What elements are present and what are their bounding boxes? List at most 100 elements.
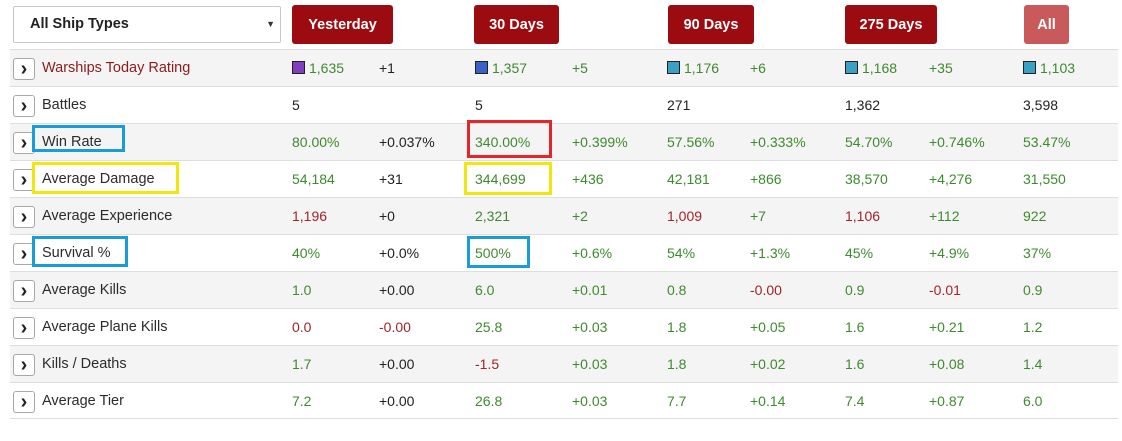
cell-text: 38,570 [845,171,888,187]
cell-275-days-change: +0.21 [929,309,964,346]
cell-text: +866 [750,171,782,187]
cell-30-days-value: 1,357 [475,50,527,87]
cell-275-days-change: +0.746% [929,124,985,161]
cell-text: 57.56% [667,134,715,150]
cell-yesterday-value: 1,196 [292,198,327,235]
cell-text: +0.00 [379,393,415,409]
cell-all-value: 37% [1023,235,1051,272]
chevron-right-icon[interactable]: › [13,317,35,339]
cell-text: +0.02 [750,356,786,372]
chevron-right-icon[interactable]: › [13,280,35,302]
cell-text: 0.9 [845,282,865,298]
cell-text: 53.47% [1023,134,1071,150]
cell-text: 5 [292,97,300,113]
cell-90-days-change: +0.02 [750,346,785,383]
cell-text: +4.9% [929,245,970,261]
cell-text: 922 [1023,208,1047,224]
cell-yesterday-value: 1.0 [292,272,311,309]
cell-275-days-value: 1,106 [845,198,880,235]
period-button-all[interactable]: All [1024,5,1069,44]
cell-30-days-value: 500% [475,235,511,272]
period-button-30-days[interactable]: 30 Days [474,5,559,44]
table-row: › Average Experience 1,196 +0 2,321 +2 1,009 +7… [10,197,1118,234]
cell-90-days-value: 54% [667,235,695,272]
cell-text: +0.03 [572,319,608,335]
chevron-right-icon[interactable]: › [13,132,35,154]
cell-text: 37% [1023,245,1052,261]
cell-275-days-change: +112 [929,198,960,235]
cell-275-days-value: 0.9 [845,272,864,309]
cell-text: +0.14 [750,393,786,409]
cell-text: 0.8 [667,282,687,298]
cell-text: 26.8 [475,393,503,409]
cell-90-days-value: 1,176 [667,50,719,87]
ship-type-select[interactable]: All Ship Types ▼ [13,6,281,43]
cell-275-days-change: +0.87 [929,383,964,420]
row-label[interactable]: Warships Today Rating [42,60,191,76]
table-row: › Kills / Deaths 1.7 +0.00 -1.5 +0.03 1.8 +0.02… [10,345,1118,382]
cell-30-days-value: 26.8 [475,383,502,420]
cell-text: +0.037% [379,134,435,150]
cell-30-days-change: +0.399% [572,124,628,161]
cell-30-days-change: +2 [572,198,588,235]
cell-yesterday-change: +1 [379,50,395,87]
cell-text: 1.8 [667,356,687,372]
cell-text: 80.00% [292,134,340,150]
chevron-right-icon[interactable]: › [13,243,35,265]
cell-30-days-change: +436 [572,161,604,198]
cell-text: -0.00 [379,319,411,335]
row-label: Average Tier [42,393,124,409]
cell-text: 1,635 [309,60,345,76]
row-label: Battles [42,97,87,113]
cell-90-days-change: +1.3% [750,235,790,272]
cell-yesterday-change: +0.00 [379,383,414,420]
cell-text: 54% [667,245,696,261]
cell-text: +0.333% [750,134,806,150]
cell-275-days-value: 1,168 [845,50,897,87]
cell-text: 3,598 [1023,97,1059,113]
cell-text: 1.7 [292,356,312,372]
period-button-275-days[interactable]: 275 Days [845,5,937,44]
chevron-right-icon[interactable]: › [13,391,35,413]
cell-30-days-value: 25.8 [475,309,502,346]
cell-text: +1 [379,60,395,76]
cell-text: +7 [750,208,766,224]
cell-90-days-change: +0.14 [750,383,785,420]
cell-text: 1.4 [1023,356,1043,372]
row-label: Survival % [42,245,111,261]
cell-275-days-value: 54.70% [845,124,892,161]
cell-30-days-value: -1.5 [475,346,499,383]
chevron-right-icon[interactable]: › [13,95,35,117]
cell-text: +0.01 [572,282,608,298]
cell-text: 7.4 [845,393,865,409]
table-row: › Battles 5 5 271 1,362 3,598 [10,86,1118,123]
period-button-yesterday[interactable]: Yesterday [292,5,393,44]
cell-text: +0.399% [572,134,628,150]
cell-90-days-value: 1.8 [667,309,686,346]
cell-30-days-change: +0.03 [572,309,607,346]
row-label: Win Rate [42,134,102,150]
row-label: Average Kills [42,282,127,298]
cell-text: 1.6 [845,356,865,372]
cell-text: 7.2 [292,393,312,409]
cell-all-value: 0.9 [1023,272,1042,309]
cell-text: +0.08 [929,356,965,372]
chevron-right-icon[interactable]: › [13,354,35,376]
cell-275-days-change: +4.9% [929,235,969,272]
cell-all-value: 1.4 [1023,346,1042,383]
period-button-90-days[interactable]: 90 Days [668,5,754,44]
cell-text: +0.21 [929,319,965,335]
cell-all-value: 31,550 [1023,161,1066,198]
toolbar: All Ship Types ▼ Yesterday 30 Days 90 Da… [0,0,1122,48]
cell-text: 54.70% [845,134,893,150]
cell-yesterday-change: +0.0% [379,235,419,272]
chevron-down-icon: ▼ [266,19,275,29]
chevron-right-icon[interactable]: › [13,58,35,80]
cell-30-days-value: 5 [475,87,483,124]
cell-90-days-change: -0.00 [750,272,782,309]
cell-text: +31 [379,171,403,187]
chevron-right-icon[interactable]: › [13,206,35,228]
chevron-right-icon[interactable]: › [13,169,35,191]
cell-text: 271 [667,97,691,113]
ship-type-select-value: All Ship Types [30,16,129,32]
